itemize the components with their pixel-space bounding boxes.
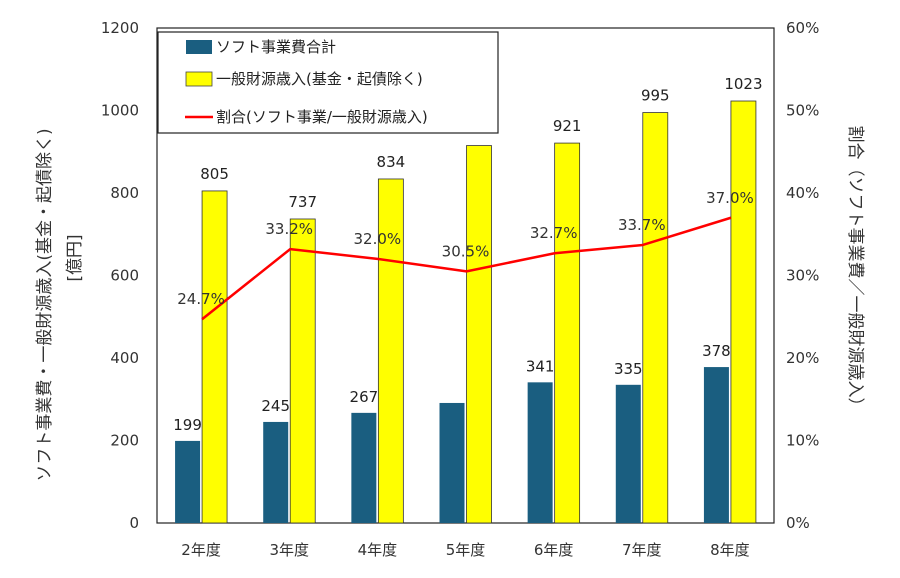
x-axis-tick: 5年度: [446, 541, 486, 559]
data-label-general-revenue: 995: [641, 87, 670, 105]
bar-general-revenue: [202, 191, 227, 523]
bar-general-revenue: [643, 113, 668, 523]
bar-general-revenue: [467, 146, 492, 523]
bar-soft-budget: [616, 385, 641, 523]
legend-label-general-revenue: 一般財源歳入(基金・起債除く): [216, 70, 423, 88]
legend-label-soft-budget: ソフト事業費合計: [216, 38, 336, 56]
data-label-general-revenue: 805: [200, 165, 229, 183]
bar-general-revenue: [555, 143, 580, 523]
bar-general-revenue: [731, 101, 756, 523]
data-label-soft-budget: 267: [350, 388, 379, 406]
data-label-ratio: 33.7%: [618, 216, 666, 234]
x-axis-tick: 4年度: [358, 541, 398, 559]
data-label-soft-budget: 245: [261, 397, 290, 415]
legend-swatch-soft-budget: [186, 40, 212, 54]
x-axis-tick: 8年度: [710, 541, 750, 559]
data-label-ratio: 30.5%: [442, 242, 490, 260]
bar-soft-budget: [351, 413, 376, 523]
right-axis-title: 割合（ソフト事業費／一般財源歳入）: [845, 126, 865, 415]
bar-soft-budget: [175, 441, 200, 523]
right-axis-tick: 50%: [786, 102, 819, 120]
legend-swatch-general-revenue: [186, 72, 212, 86]
data-label-general-revenue: 737: [288, 193, 317, 211]
right-axis-tick: 0%: [786, 514, 810, 532]
left-axis-unit: [億円]: [65, 234, 85, 281]
data-label-soft-budget: 341: [526, 357, 555, 375]
bar-soft-budget: [440, 403, 465, 523]
data-label-general-revenue: 921: [553, 117, 582, 135]
x-axis-tick: 6年度: [534, 541, 574, 559]
left-axis-tick: 1000: [101, 102, 139, 120]
x-axis-tick: 3年度: [269, 541, 309, 559]
left-axis-title: ソフト事業費・一般財源歳入(基金・起債除く): [35, 128, 55, 481]
right-axis-tick: 30%: [786, 267, 819, 285]
data-label-soft-budget: 199: [173, 416, 202, 434]
legend-label-ratio: 割合(ソフト事業/一般財源歳入): [216, 108, 428, 126]
bar-soft-budget: [704, 367, 729, 523]
data-label-general-revenue: 1023: [724, 75, 762, 93]
left-axis-tick: 400: [110, 349, 139, 367]
bars: [175, 101, 756, 523]
left-axis-tick: 200: [110, 432, 139, 450]
left-axis-tick: 0: [129, 514, 139, 532]
right-axis-tick: 20%: [786, 349, 819, 367]
right-axis-tick: 60%: [786, 19, 819, 37]
x-axis-tick: 7年度: [622, 541, 662, 559]
data-label-soft-budget: 378: [702, 342, 731, 360]
bar-general-revenue: [290, 219, 315, 523]
legend: ソフト事業費合計 一般財源歳入(基金・起債除く) 割合(ソフト事業/一般財源歳入…: [158, 32, 498, 133]
data-label-ratio: 24.7%: [177, 290, 225, 308]
data-label-ratio: 32.7%: [530, 224, 578, 242]
left-axis-tick: 600: [110, 267, 139, 285]
x-axis-tick: 2年度: [181, 541, 221, 559]
data-label-soft-budget: 335: [614, 360, 643, 378]
data-label-ratio: 33.2%: [265, 220, 313, 238]
data-label-general-revenue: 834: [377, 153, 406, 171]
right-axis-tick: 10%: [786, 432, 819, 450]
data-label-ratio: 37.0%: [706, 189, 754, 207]
left-axis-tick: 800: [110, 184, 139, 202]
right-axis-tick: 40%: [786, 184, 819, 202]
bar-soft-budget: [528, 382, 553, 523]
data-label-ratio: 32.0%: [354, 230, 402, 248]
bar-soft-budget: [263, 422, 288, 523]
left-axis-tick: 1200: [101, 19, 139, 37]
